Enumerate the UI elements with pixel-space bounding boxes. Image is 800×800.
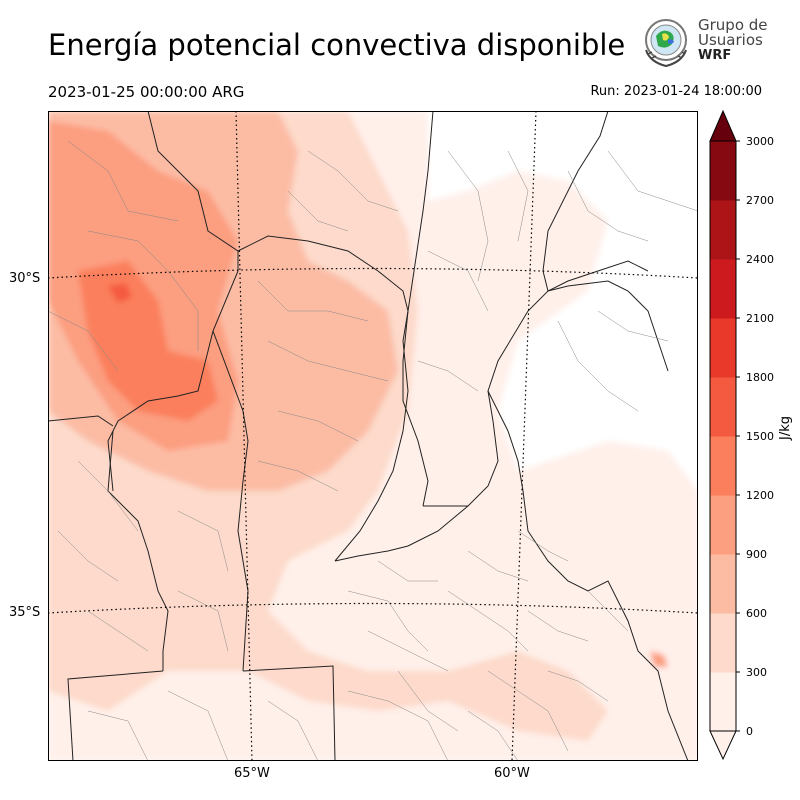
colorbar-tick-label: 3000 xyxy=(746,135,774,148)
department-borders xyxy=(48,140,698,761)
lat-label-30s: 30°S xyxy=(9,271,41,286)
colorbar-tick-label: 300 xyxy=(746,666,767,679)
valid-time: 2023-01-25 00:00:00 ARG xyxy=(48,83,245,101)
colorbar-tick-label: 1500 xyxy=(746,430,774,443)
colorbar-segment xyxy=(710,259,736,319)
map-frame xyxy=(48,111,698,761)
colorbar-tick-label: 600 xyxy=(746,607,767,620)
colorbar: 0 300 600 900 1200 1500 1800 2100 2400 2700 3000 xyxy=(709,109,774,761)
graticule-lon-60 xyxy=(511,111,537,761)
colorbar-segment xyxy=(710,141,736,201)
colorbar-label: J/kg xyxy=(778,416,793,440)
colorbar-segment xyxy=(710,613,736,673)
colorbar-tick-label: 1200 xyxy=(746,489,774,502)
globe-logo-icon xyxy=(645,19,687,68)
colorbar-segment xyxy=(710,200,736,260)
graticule-lat-35 xyxy=(48,602,698,614)
colorbar-tick-label: 2400 xyxy=(746,253,774,266)
colorbar-under-arrow xyxy=(709,730,737,761)
colorbar-tick-label: 900 xyxy=(746,548,767,561)
logo-line-2: Usuarios xyxy=(698,31,763,49)
cape-level-1200-1500 xyxy=(78,261,218,421)
colorbar-segment xyxy=(710,377,736,437)
logo-line-1: Grupo de xyxy=(698,16,768,34)
graticule-lat-30 xyxy=(48,267,698,279)
colorbar-tick-label: 1800 xyxy=(746,371,774,384)
page-title: Energía potencial convectiva disponible xyxy=(48,28,626,62)
graticule-lon-65 xyxy=(235,111,253,761)
colorbar-tick-label: 2700 xyxy=(746,194,774,207)
graticule xyxy=(48,111,698,761)
run-time: Run: 2023-01-24 18:00:00 xyxy=(590,84,762,99)
lat-label-35s: 35°S xyxy=(9,605,41,620)
province-borders xyxy=(48,111,689,761)
logo-line-3: WRF xyxy=(698,48,732,63)
colorbar-tick-label: 0 xyxy=(746,725,753,738)
colorbar-tick-label: 2100 xyxy=(746,312,774,325)
colorbar-segment xyxy=(710,554,736,614)
cape-level-1500-1800 xyxy=(108,283,132,303)
wrf-logo: Grupo de Usuarios WRF xyxy=(638,14,768,72)
colorbar-segment xyxy=(710,672,736,732)
lon-label-60w: 60°W xyxy=(494,766,530,781)
lon-label-65w: 65°W xyxy=(234,766,270,781)
cape-level-coastal xyxy=(650,651,668,667)
cape-map xyxy=(48,111,698,761)
colorbar-segment xyxy=(710,318,736,378)
colorbar-segment xyxy=(710,436,736,496)
colorbar-over-arrow xyxy=(709,109,737,142)
colorbar-segment xyxy=(710,495,736,555)
